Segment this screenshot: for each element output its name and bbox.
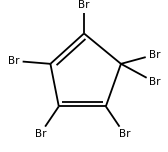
Text: Br: Br (35, 129, 46, 139)
Text: Br: Br (149, 50, 160, 60)
Text: Br: Br (119, 129, 130, 139)
Text: Br: Br (8, 56, 19, 66)
Text: Br: Br (78, 0, 90, 10)
Text: Br: Br (149, 77, 160, 87)
